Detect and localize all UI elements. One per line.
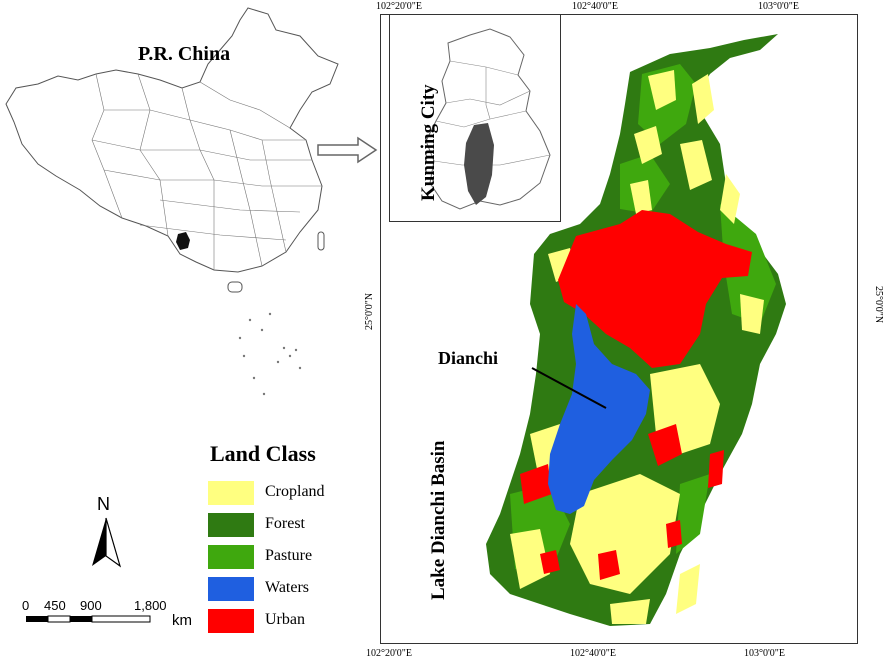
legend-swatch — [208, 609, 254, 633]
scale-unit: km — [172, 612, 192, 629]
inset-title: Kunming City — [418, 84, 439, 201]
legend-swatch — [208, 481, 254, 505]
coord-right: 25°0'0"N — [873, 286, 884, 324]
taiwan-island — [317, 231, 325, 251]
scale-segment-3 — [70, 616, 92, 622]
coord-bottom-1: 102°20'0"E — [366, 648, 412, 659]
scale-label-0: 0 — [22, 598, 29, 613]
legend-label: Waters — [265, 579, 310, 596]
scale-bar: 0 450 900 1,800 km — [22, 598, 192, 629]
basin-label: Lake Dianchi Basin — [428, 440, 449, 600]
kunming-inset-map — [425, 28, 551, 210]
legend-title: Land Class — [210, 441, 316, 466]
scale-label-450: 450 — [44, 598, 66, 613]
legend-label: Urban — [265, 611, 305, 628]
lake-label: Dianchi — [438, 348, 498, 368]
coord-top-1: 102°20'0"E — [376, 1, 422, 12]
scale-label-900: 900 — [80, 598, 102, 613]
legend-swatch — [208, 577, 254, 601]
basin-land-use-map: Dianchi Lake Dianchi Basin — [428, 34, 786, 626]
scale-segment-1 — [26, 616, 48, 622]
north-arrow-icon: N — [92, 494, 122, 568]
basin-map-frame — [380, 14, 858, 644]
province-borders — [91, 73, 322, 270]
legend-swatch — [208, 545, 254, 569]
north-label: N — [97, 494, 110, 514]
hainan-island — [227, 281, 243, 293]
legend-swatch — [208, 513, 254, 537]
scale-segment-2 — [47, 615, 71, 623]
china-overview-map: P.R. China — [5, 7, 339, 396]
lake-waters — [548, 304, 650, 514]
kunming-inset: Kunming City — [389, 14, 561, 222]
coord-bottom-2: 102°40'0"E — [570, 648, 616, 659]
basin-highlight — [464, 123, 494, 205]
urban-patches — [520, 424, 724, 580]
kunming-location-marker — [176, 232, 190, 250]
legend-label: Forest — [265, 515, 305, 532]
urban-area — [558, 210, 752, 368]
china-outline — [5, 7, 339, 273]
coord-left: 25°0'0"N — [364, 292, 375, 330]
lake-leader-line — [531, 367, 607, 409]
coord-top-2: 102°40'0"E — [572, 1, 618, 12]
legend-label: Pasture — [265, 547, 313, 564]
scale-segment-4 — [91, 615, 151, 623]
scale-label-1800: 1,800 — [134, 598, 167, 613]
legend-label: Cropland — [265, 483, 325, 500]
pointer-arrow-icon — [317, 136, 378, 164]
coord-bottom-3: 103°0'0"E — [744, 648, 785, 659]
south-china-sea-islands — [238, 312, 302, 396]
china-label: P.R. China — [138, 43, 230, 65]
coord-top-3: 103°0'0"E — [758, 1, 799, 12]
